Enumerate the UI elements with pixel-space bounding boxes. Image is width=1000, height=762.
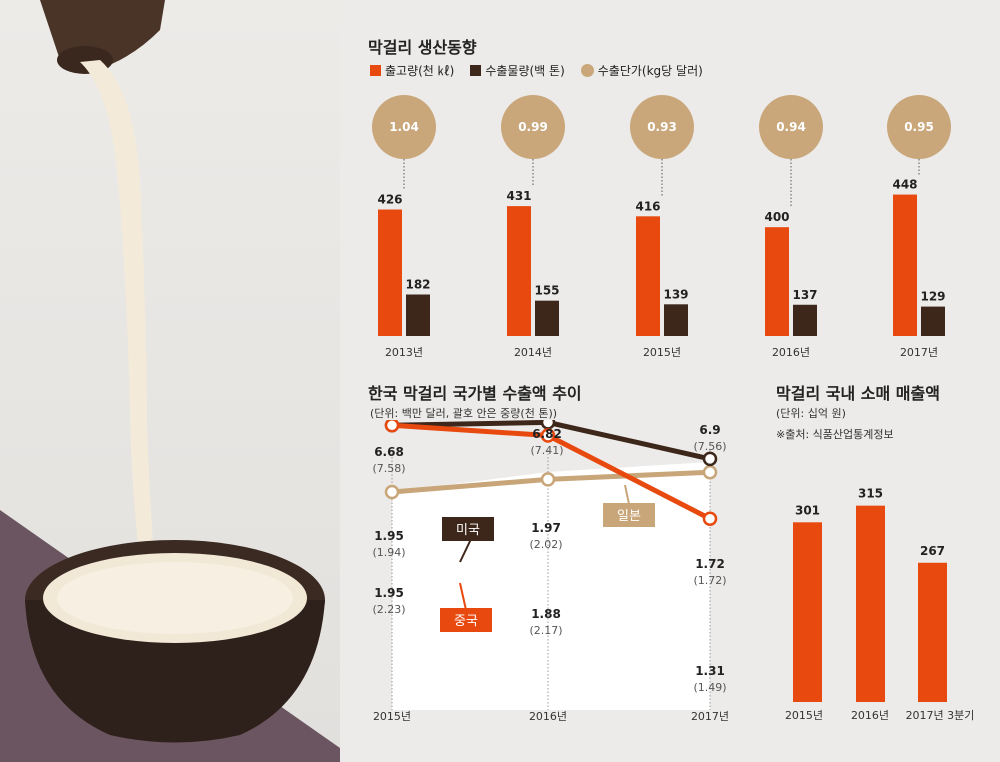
usa-weight-label: (2.02) <box>529 538 562 551</box>
export-volume-bar <box>535 300 559 336</box>
series-point <box>702 511 718 526</box>
year-tick-label: 2013년 <box>385 346 423 359</box>
shipment-value-label: 426 <box>377 193 402 207</box>
legend-label-export-volume: 수출물량(백 톤) <box>485 64 565 78</box>
shipment-bar <box>765 227 789 336</box>
year-tick-label: 2015년 <box>643 346 681 359</box>
legend-swatch-export-price <box>580 64 594 77</box>
exports-chart-unit: (단위: 백만 달러, 괄호 안은 중량(천 톤)) <box>370 407 558 420</box>
production-chart-title: 막걸리 생산동향 <box>368 38 477 57</box>
year-tick-label: 2016년 <box>851 709 889 722</box>
export-volume-bar <box>664 304 688 336</box>
year-tick-label: 2016년 <box>529 710 567 723</box>
export-price-value-label: 0.94 <box>776 120 806 134</box>
series-point <box>540 472 556 487</box>
usa-callout-label: 미국 <box>456 523 480 538</box>
china-weight-label: (2.23) <box>372 603 405 616</box>
shipment-bar <box>636 216 660 336</box>
usa-callout-line <box>459 536 473 563</box>
series-point <box>702 451 718 467</box>
legend-label-export-price: 수출단가(kg당 달러) <box>597 64 703 78</box>
china-value-label: 1.88 <box>531 607 561 621</box>
china-callout-box <box>440 608 492 632</box>
export-volume-value-label: 139 <box>663 287 688 301</box>
china-callout-label: 중국 <box>454 614 478 629</box>
usa-value-label: 1.72 <box>695 557 725 571</box>
shipment-bar <box>893 194 917 336</box>
year-tick-label: 2015년 <box>785 709 823 722</box>
china-value-label: 1.95 <box>374 586 404 600</box>
retail-chart: 301 315 267 2015년 2016년 2017년 3분기 <box>785 487 975 722</box>
shipment-bar <box>507 206 531 336</box>
legend-swatch-shipment <box>370 65 381 76</box>
china-value-label: 1.31 <box>695 664 725 678</box>
export-price-value-label: 0.95 <box>904 120 934 134</box>
export-volume-value-label: 137 <box>792 288 817 302</box>
retail-chart-source: ※출처: 식품산업통계정보 <box>776 428 894 441</box>
export-volume-bar <box>793 304 817 336</box>
export-volume-value-label: 129 <box>920 290 945 304</box>
japan-callout-label: 일본 <box>617 509 641 524</box>
series-point <box>384 420 400 433</box>
japan-callout-box <box>603 503 655 527</box>
retail-bar <box>856 505 885 702</box>
usa-weight-label: (1.72) <box>693 574 726 587</box>
shipment-value-label: 416 <box>635 199 660 213</box>
usa-callout-box <box>442 517 494 541</box>
retail-value-label: 267 <box>920 544 945 558</box>
series-point <box>540 428 556 443</box>
china-weight-label: (2.17) <box>529 624 562 637</box>
exports-chart-title: 한국 막걸리 국가별 수출액 추이 <box>368 384 582 403</box>
export-price-value-label: 1.04 <box>389 120 419 134</box>
retail-bar <box>918 562 947 702</box>
export-price-bubble <box>630 95 694 159</box>
china-weight-label: (1.49) <box>693 681 726 694</box>
japan-weight-label: (7.56) <box>693 440 726 453</box>
plot-panel <box>392 462 710 710</box>
japan-value-label: 6.68 <box>374 445 404 459</box>
japan-weight-label: (7.41) <box>530 444 563 457</box>
usa-value-label: 1.95 <box>374 529 404 543</box>
year-tick-label: 2015년 <box>373 710 411 723</box>
year-tick-label: 2017년 <box>900 346 938 359</box>
usa-value-label: 1.97 <box>531 521 561 535</box>
production-chart: 426 182 1.04 2013년 431 155 0.99 2014년 416 139 0.93… <box>372 95 951 359</box>
japan-weight-label: (7.58) <box>372 462 405 475</box>
series-point <box>702 464 718 480</box>
legend-swatch-export-volume <box>470 65 482 76</box>
production-legend: 출고량(천 ㎘) 수출물량(백 톤) 수출단가(kg당 달러) <box>370 62 703 79</box>
export-price-value-label: 0.93 <box>647 120 677 134</box>
export-price-bubble <box>887 95 951 159</box>
export-volume-value-label: 155 <box>534 284 559 298</box>
retail-value-label: 301 <box>795 503 820 517</box>
retail-bar <box>793 522 822 702</box>
year-tick-label: 2017년 3분기 <box>906 709 975 722</box>
export-price-bubble <box>759 95 823 159</box>
retail-chart-title: 막걸리 국내 소매 매출액 <box>776 384 940 403</box>
legend-label-shipment: 출고량(천 ㎘) <box>385 64 455 78</box>
export-price-bubble <box>501 95 565 159</box>
year-tick-label: 2014년 <box>514 346 552 359</box>
japan-value-label: 6.82 <box>532 427 562 441</box>
export-price-bubble <box>372 95 436 159</box>
retail-value-label: 315 <box>858 487 883 501</box>
export-volume-bar <box>921 306 945 336</box>
series-point <box>384 484 400 500</box>
makgeolli-photo <box>25 0 325 743</box>
usa-weight-label: (1.94) <box>372 546 405 559</box>
export-price-value-label: 0.99 <box>518 120 548 134</box>
shipment-value-label: 431 <box>506 189 531 203</box>
shipment-bar <box>378 209 402 336</box>
exports-chart: 6.68 (7.58) 6.82 (7.41) 6.9 (7.56) 1.95 (1.94) 1… <box>372 420 729 723</box>
year-tick-label: 2017년 <box>691 710 729 723</box>
export-volume-value-label: 182 <box>405 278 430 292</box>
japan-value-label: 6.9 <box>699 423 720 437</box>
shipment-value-label: 400 <box>764 210 789 224</box>
shipment-value-label: 448 <box>892 178 917 192</box>
retail-chart-unit: (단위: 십억 원) <box>776 407 846 420</box>
export-volume-bar <box>406 294 430 336</box>
year-tick-label: 2016년 <box>772 346 810 359</box>
